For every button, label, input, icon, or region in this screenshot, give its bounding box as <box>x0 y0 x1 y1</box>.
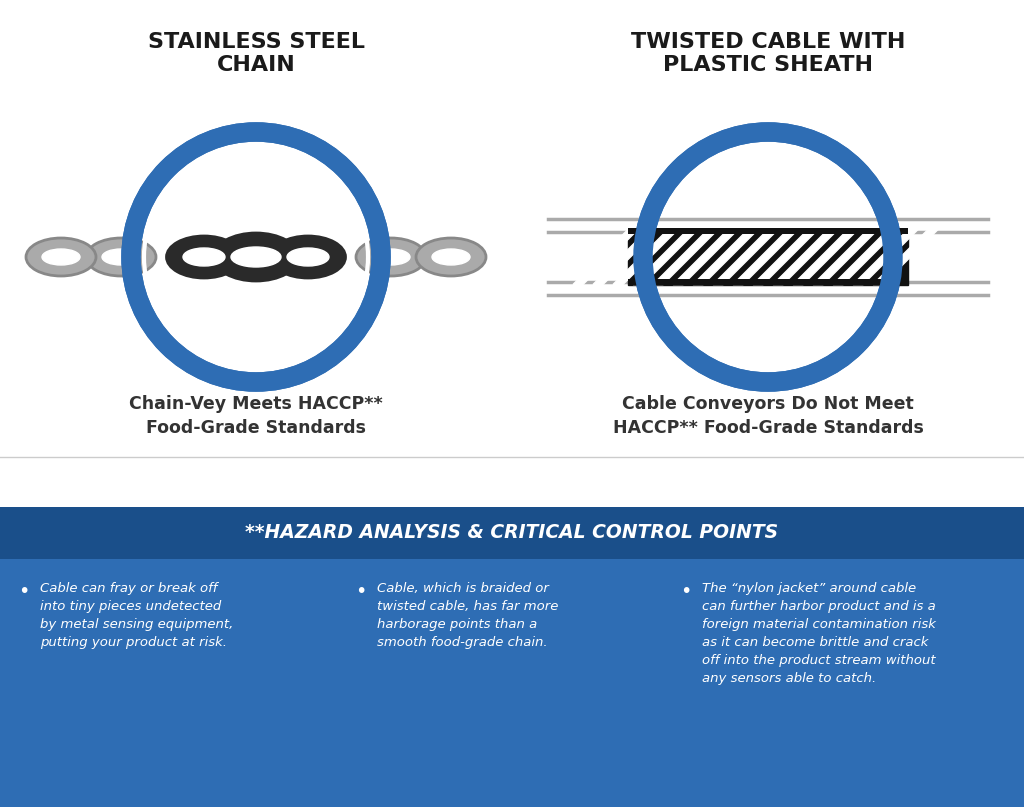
Polygon shape <box>793 229 858 285</box>
Polygon shape <box>733 229 798 285</box>
Ellipse shape <box>416 238 486 276</box>
Ellipse shape <box>372 249 410 265</box>
Text: •: • <box>355 582 367 601</box>
FancyBboxPatch shape <box>0 507 1024 807</box>
Polygon shape <box>753 229 818 285</box>
Polygon shape <box>593 229 658 285</box>
Ellipse shape <box>86 238 156 276</box>
Ellipse shape <box>26 238 96 276</box>
Ellipse shape <box>231 247 281 267</box>
Polygon shape <box>773 229 838 285</box>
Bar <box>628 228 908 233</box>
Polygon shape <box>813 229 878 285</box>
Ellipse shape <box>167 236 242 278</box>
Text: Chain-Vey Meets HACCP**
Food-Grade Standards: Chain-Vey Meets HACCP** Food-Grade Stand… <box>129 395 383 437</box>
Polygon shape <box>693 229 758 285</box>
Ellipse shape <box>356 238 426 276</box>
Polygon shape <box>673 229 738 285</box>
Polygon shape <box>873 229 938 285</box>
Text: Cable Conveyors Do Not Meet
HACCP** Food-Grade Standards: Cable Conveyors Do Not Meet HACCP** Food… <box>612 395 924 437</box>
Text: Cable can fray or break off
into tiny pieces undetected
by metal sensing equipme: Cable can fray or break off into tiny pi… <box>40 582 233 649</box>
Polygon shape <box>573 229 638 285</box>
FancyBboxPatch shape <box>0 507 1024 559</box>
Polygon shape <box>713 229 778 285</box>
Ellipse shape <box>213 233 299 281</box>
Text: •: • <box>18 582 30 601</box>
Polygon shape <box>833 229 898 285</box>
Text: STAINLESS STEEL
CHAIN: STAINLESS STEEL CHAIN <box>147 32 365 75</box>
Text: Cable, which is braided or
twisted cable, has far more
harborage points than a
s: Cable, which is braided or twisted cable… <box>377 582 558 649</box>
Ellipse shape <box>270 236 345 278</box>
Bar <box>628 229 908 285</box>
Polygon shape <box>853 229 918 285</box>
Ellipse shape <box>287 248 329 266</box>
Ellipse shape <box>183 248 225 266</box>
Text: The “nylon jacket” around cable
can further harbor product and is a
foreign mate: The “nylon jacket” around cable can furt… <box>702 582 936 685</box>
Polygon shape <box>653 229 718 285</box>
Text: **HAZARD ANALYSIS & CRITICAL CONTROL POINTS: **HAZARD ANALYSIS & CRITICAL CONTROL POI… <box>246 524 778 542</box>
Ellipse shape <box>432 249 470 265</box>
Bar <box>628 278 908 285</box>
Text: •: • <box>680 582 691 601</box>
Polygon shape <box>633 229 698 285</box>
Ellipse shape <box>42 249 80 265</box>
Text: TWISTED CABLE WITH
PLASTIC SHEATH: TWISTED CABLE WITH PLASTIC SHEATH <box>631 32 905 75</box>
Polygon shape <box>613 229 678 285</box>
Ellipse shape <box>102 249 140 265</box>
